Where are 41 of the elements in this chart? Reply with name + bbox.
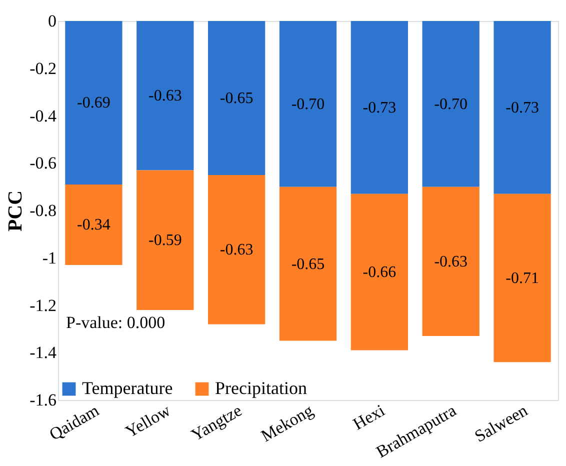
bar — [350, 194, 408, 350]
y-tick-label: -1.2 — [30, 296, 56, 315]
y-tick-label: -1.4 — [30, 343, 57, 362]
y-tick-label: -0.8 — [30, 201, 56, 220]
y-tick-label: -0.4 — [30, 106, 57, 126]
y-tick-label: -0.6 — [30, 154, 56, 173]
bar — [279, 186, 337, 341]
data-label: -0.65 — [291, 256, 325, 273]
data-label: -0.63 — [220, 242, 254, 259]
data-label: -0.66 — [362, 264, 396, 282]
y-axis-title: PCC — [4, 190, 27, 232]
data-label: -0.71 — [506, 270, 539, 288]
bar — [65, 21, 122, 184]
legend-label: Precipitation — [215, 378, 307, 398]
data-label: -0.69 — [77, 94, 110, 112]
bar — [136, 170, 194, 310]
data-label: -0.63 — [434, 253, 468, 270]
y-tick-label: -1 — [42, 248, 56, 268]
bar — [136, 21, 194, 170]
y-tick-label: -1.6 — [30, 390, 56, 410]
data-label: -0.59 — [148, 232, 182, 250]
data-label: -0.73 — [362, 99, 396, 116]
legend-label: Temperature — [82, 378, 173, 398]
data-label: -0.70 — [291, 96, 325, 113]
bar — [350, 21, 408, 194]
bar — [65, 184, 122, 265]
bar — [494, 194, 551, 362]
bar — [494, 21, 551, 194]
data-label: -0.73 — [506, 99, 539, 116]
data-label: -0.65 — [220, 90, 254, 107]
bar — [208, 21, 266, 175]
bar — [422, 186, 480, 336]
bar — [422, 21, 480, 187]
bar — [208, 174, 266, 324]
y-tick-label: 0 — [48, 12, 56, 30]
y-tick-label: -0.2 — [30, 58, 56, 78]
data-label: -0.63 — [148, 88, 182, 105]
data-label: -0.70 — [434, 96, 468, 113]
data-label: -0.34 — [77, 216, 110, 234]
annotation: P-value: 0.000 — [66, 313, 166, 332]
bar — [279, 21, 337, 187]
